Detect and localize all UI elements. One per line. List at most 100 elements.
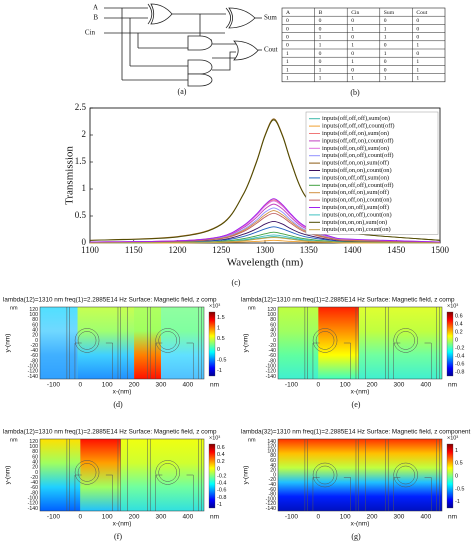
y-tick-label: -120 — [266, 501, 276, 507]
waveguide — [393, 342, 432, 379]
legend-label: inputs(off,on,off),count(off) — [322, 152, 394, 159]
x-axis-label: x-(nm) — [351, 389, 370, 396]
y-tick-label: -20 — [31, 475, 39, 481]
ring-resonator — [312, 328, 338, 353]
table-cell: 0 — [319, 59, 322, 65]
x-tick-label: 1300 — [256, 245, 275, 255]
y-tick-label: -40 — [269, 482, 277, 488]
y-tick-label: -100 — [266, 364, 276, 370]
y-tick-label: -20 — [269, 477, 277, 483]
y-unit: nm — [10, 437, 18, 443]
table-cell: 1 — [416, 67, 419, 73]
panel-title: lambda(12)=1310 nm freq(1)=2.2885E14 Hz … — [3, 429, 217, 436]
x-tick-label: 200 — [129, 514, 140, 521]
waveguide — [312, 477, 351, 511]
x-tick-label: -100 — [47, 382, 60, 389]
y-unit: nm — [10, 305, 18, 311]
table-cell: 1 — [384, 75, 387, 81]
table-cell: 1 — [351, 75, 354, 81]
plot-frame — [39, 306, 205, 380]
ring-resonator — [77, 331, 97, 350]
table-cell: 1 — [416, 43, 419, 49]
y-tick-label: 60 — [32, 322, 38, 328]
colorbar-tick-label: 0.2 — [217, 459, 225, 465]
x-tick-label: 1450 — [387, 245, 406, 255]
y-axis-label: y-(nm) — [243, 466, 250, 485]
field-region — [278, 307, 319, 379]
table-cell: 0 — [286, 34, 289, 40]
y-tick-label: 100 — [267, 448, 276, 454]
waveguide — [155, 342, 194, 379]
legend-label: inputs(on,off,off),count(off) — [322, 182, 394, 189]
caption: (f) — [114, 532, 122, 541]
y-tick-label: 0 — [82, 237, 87, 247]
y-axis-label: Transmission — [64, 146, 76, 205]
colorbar-tick-label: 1 — [455, 448, 458, 454]
x-tick-label: -100 — [47, 514, 60, 521]
y-tick-label: -80 — [31, 358, 39, 364]
and-gate — [187, 59, 213, 75]
y-tick-label: 60 — [270, 322, 276, 328]
circuit-diagram — [104, 3, 262, 87]
table-cell: 0 — [319, 26, 322, 32]
y-tick-label: -60 — [269, 353, 277, 359]
table-cell: 0 — [416, 51, 419, 57]
x-tick-label: 100 — [340, 382, 351, 389]
ring-resonator — [315, 465, 335, 485]
x-tick-label: 400 — [420, 514, 431, 521]
colorbar-tick-label: 0.2 — [455, 329, 463, 335]
y-tick-label: -40 — [31, 348, 39, 354]
series-line — [89, 210, 441, 243]
y-tick-label: 120 — [267, 307, 276, 313]
caption: (b) — [350, 88, 360, 97]
waveguide — [155, 474, 194, 511]
y-tick-label: 40 — [270, 328, 276, 334]
y-tick-label: -60 — [31, 485, 39, 491]
xor-gate — [147, 3, 173, 25]
y-axis-label: y-(nm) — [5, 466, 12, 485]
colorbar-tick-label: 1.5 — [217, 315, 225, 321]
legend-label: inputs(on,off,on),count(on) — [322, 197, 392, 204]
table-cell: 1 — [286, 75, 289, 81]
y-tick-label: 40 — [270, 463, 276, 469]
y-tick-label: -60 — [269, 487, 277, 493]
colorbar-tick-label: -0.5 — [217, 357, 226, 363]
x-axis-label: Wavelength (nm) — [227, 257, 304, 269]
table-cell: 1 — [384, 34, 387, 40]
legend-label: inputs(on,off,on),sum(off) — [322, 189, 389, 196]
table-cell: 0 — [384, 67, 387, 73]
colorbar-tick-label: 0 — [217, 466, 220, 472]
table-cell: 0 — [384, 43, 387, 49]
colorbar-tick-label: -0.6 — [455, 361, 464, 367]
table-header: Cin — [351, 10, 359, 16]
field-panel: lambda(12)=1310 nm freq(1)=2.2885E14 Hz … — [241, 297, 464, 409]
x-tick-label: 1350 — [300, 245, 319, 255]
caption: (d) — [113, 400, 123, 409]
field-panel: lambda(32)=1310 nm freq(1)=2.2885E14 Hz … — [241, 429, 472, 541]
table-cell: 1 — [384, 26, 387, 32]
series-line — [89, 231, 441, 244]
y-tick-label: -20 — [269, 343, 277, 349]
plot-frame — [39, 438, 205, 512]
colorbar-tick-label: -0.6 — [217, 488, 226, 494]
ring-resonator — [396, 331, 415, 350]
legend-label: inputs(on,on,on),count(on) — [322, 226, 391, 233]
waveguide — [312, 342, 351, 379]
legend-label: inputs(on,on,off),sum(off) — [322, 204, 389, 211]
field-region — [80, 439, 121, 511]
y-tick-label: -40 — [31, 480, 39, 486]
y-tick-label: 80 — [270, 317, 276, 323]
y-tick-label: 80 — [32, 449, 38, 455]
field-region — [160, 307, 204, 379]
table-header: B — [319, 10, 323, 16]
x-unit: nm — [448, 514, 457, 521]
colorbar-tick-label: -1 — [455, 499, 460, 505]
x-tick-label: 200 — [367, 514, 378, 521]
legend-box — [305, 111, 439, 235]
table-cell: 0 — [384, 59, 387, 65]
table-cell: 0 — [286, 43, 289, 49]
plot-frame — [277, 306, 443, 380]
colorbar-tick-label: 0.6 — [217, 445, 225, 451]
ring-resonator — [393, 328, 418, 353]
